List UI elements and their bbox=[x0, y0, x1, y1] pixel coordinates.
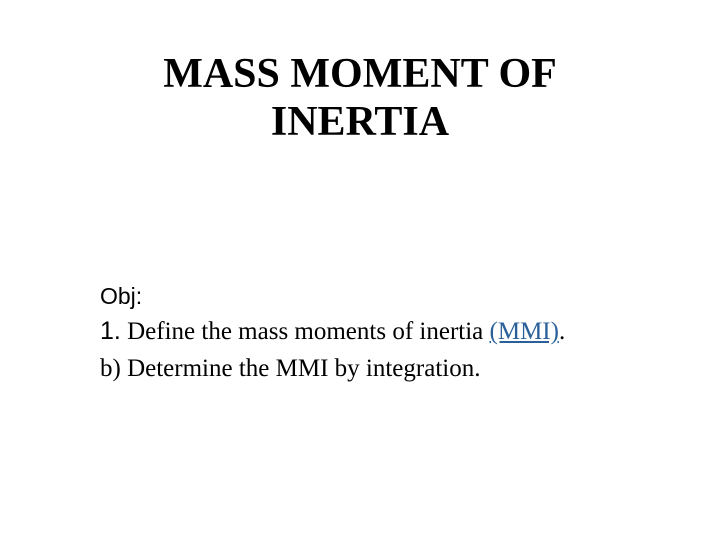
objective-item-2: b) Determine the MMI by integration. bbox=[100, 351, 640, 387]
mmi-link[interactable]: (MMI) bbox=[490, 318, 559, 345]
objectives-block: Obj: 1. Define the mass moments of inert… bbox=[100, 280, 640, 387]
objectives-label: Obj: bbox=[100, 280, 640, 313]
objective-item-2-text: Determine the MMI by integration. bbox=[121, 355, 481, 382]
title-line-1: MASS MOMENT OF bbox=[163, 51, 557, 97]
title-line-2: INERTIA bbox=[271, 99, 449, 145]
objective-item-1-text: Define the mass moments of inertia bbox=[121, 318, 490, 345]
objective-item-1-marker: 1. bbox=[100, 317, 121, 345]
slide-title: MASS MOMENT OF INERTIA bbox=[0, 50, 720, 147]
objective-item-1-tail: . bbox=[559, 318, 565, 345]
objective-item-1: 1. Define the mass moments of inertia (M… bbox=[100, 313, 640, 350]
objective-item-2-marker: b) bbox=[100, 355, 121, 382]
